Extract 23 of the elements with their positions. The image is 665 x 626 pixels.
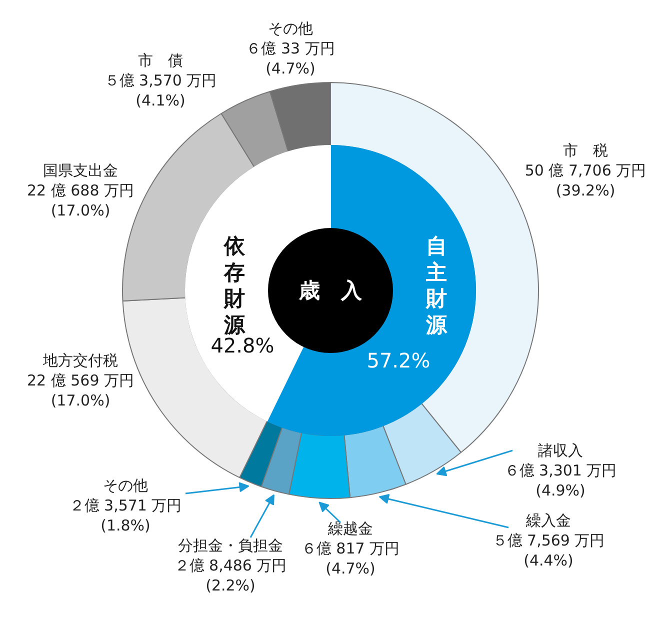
- data-label: 50 億 7,706 万円 (39.2%): [524, 162, 646, 200]
- data-label: ５億 7,569 万円 (4.4%): [492, 532, 605, 570]
- slice-label: その他: [103, 476, 148, 495]
- data-label: 57.2%: [366, 348, 430, 372]
- slice-label: 市 税: [563, 142, 608, 160]
- slice-label: その他: [268, 20, 313, 38]
- slice-label: 市 債: [138, 52, 183, 70]
- text: 歳 入: [298, 278, 363, 302]
- slice-label: 分担金・負担金: [178, 536, 283, 555]
- data-label: 22 億 569 万円 (17.0%): [26, 372, 134, 410]
- data-label: ６億 817 万円 (4.7%): [301, 540, 400, 578]
- data-label: ２億 8,486 万円 (2.2%): [174, 556, 287, 594]
- slice-label: 地方交付税: [42, 352, 118, 370]
- data-label: ６億 33 万円 (4.7%): [246, 40, 335, 78]
- data-label: ５億 3,570 万円 (4.1%): [104, 72, 217, 110]
- data-label: ６億 3,301 万円 (4.9%): [504, 462, 617, 500]
- data-label: 22 億 688 万円 (17.0%): [26, 182, 134, 220]
- slice-label: 国県支出金: [43, 162, 118, 180]
- data-label: ２億 3,571 万円 (1.8%): [69, 496, 182, 534]
- slice-label: 繰入金: [525, 512, 571, 530]
- slice-label: 繰越金: [327, 520, 373, 538]
- slice-label: 諸収入: [538, 442, 583, 460]
- text: 自主財源: [425, 234, 448, 338]
